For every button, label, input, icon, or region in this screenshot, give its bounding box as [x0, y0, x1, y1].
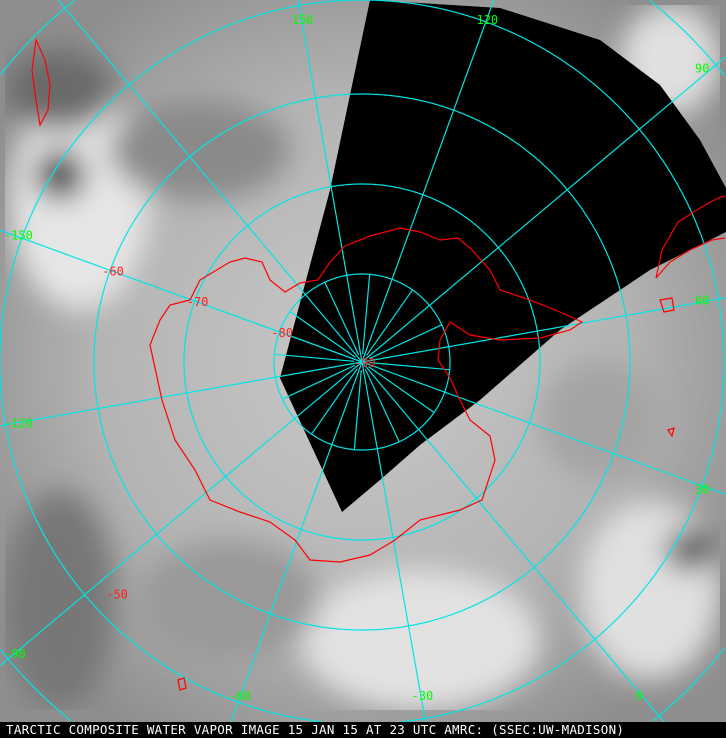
longitude-label: 120 — [476, 13, 498, 27]
longitude-label: 60 — [695, 293, 709, 307]
latitude-circle — [93, 93, 631, 631]
australia-coastline — [655, 195, 726, 279]
longitude-label: -30 — [412, 689, 434, 703]
new-zealand-coastline — [31, 37, 51, 127]
meridian-line — [297, 0, 363, 363]
meridian-line — [324, 281, 360, 356]
meridian-line — [57, 0, 363, 363]
meridian-line — [0, 361, 363, 427]
cloud-texture — [5, 5, 720, 710]
meridian-line — [362, 274, 371, 355]
longitude-label: 30 — [695, 482, 709, 496]
latitude-label: -70 — [187, 295, 209, 309]
longitude-label: -150 — [4, 228, 33, 242]
longitude-label: 150 — [292, 13, 314, 27]
latitude-circle — [183, 183, 541, 541]
meridian-line — [361, 361, 427, 722]
meridian-line — [369, 362, 450, 371]
island-coastline — [659, 297, 675, 313]
grid-labels: -90 -80 -70 -60 -50 0 30 60 90 120 150 -150 -120 -90 -… — [4, 13, 709, 703]
longitude-label: 0 — [636, 689, 643, 703]
latitude-label: -80 — [271, 326, 293, 340]
meridian-line — [274, 353, 355, 362]
meridian-line — [361, 361, 665, 722]
antarctica-coastline — [149, 227, 584, 563]
meridian-line — [311, 368, 358, 435]
latitude-label: -90 — [354, 356, 376, 370]
coastlines — [31, 37, 726, 691]
meridian-line — [368, 324, 443, 360]
map-canvas: -90 -80 -70 -60 -50 0 30 60 90 120 150 -150 -120 -90 -… — [0, 0, 726, 722]
meridian-line — [0, 229, 363, 363]
meridian-line — [281, 364, 356, 400]
longitude-label: -60 — [229, 689, 251, 703]
meridian-line — [353, 369, 362, 450]
meridian-line — [361, 0, 495, 363]
latitude-label: -50 — [106, 587, 128, 601]
lat-lon-grid — [0, 0, 726, 722]
longitude-label: -90 — [4, 647, 26, 661]
island-coastline — [667, 427, 675, 438]
island-coastline — [177, 677, 187, 691]
meridian-line — [361, 361, 726, 496]
meridian-line — [366, 289, 413, 356]
latitude-label: -60 — [102, 264, 124, 278]
meridian-line — [361, 56, 726, 363]
latitude-circle — [0, 0, 725, 722]
meridian-line — [0, 361, 363, 667]
latitude-circle — [0, 0, 726, 722]
meridian-line — [289, 311, 356, 358]
meridian-line — [368, 366, 435, 413]
meridian-line — [364, 368, 400, 443]
longitude-label: -120 — [4, 416, 33, 430]
no-data-wedge — [280, 0, 726, 512]
image-caption: TARCTIC COMPOSITE WATER VAPOR IMAGE 15 J… — [0, 722, 726, 738]
meridian-line — [361, 297, 726, 363]
longitude-label: 90 — [695, 61, 709, 75]
latitude-circle — [273, 273, 451, 451]
